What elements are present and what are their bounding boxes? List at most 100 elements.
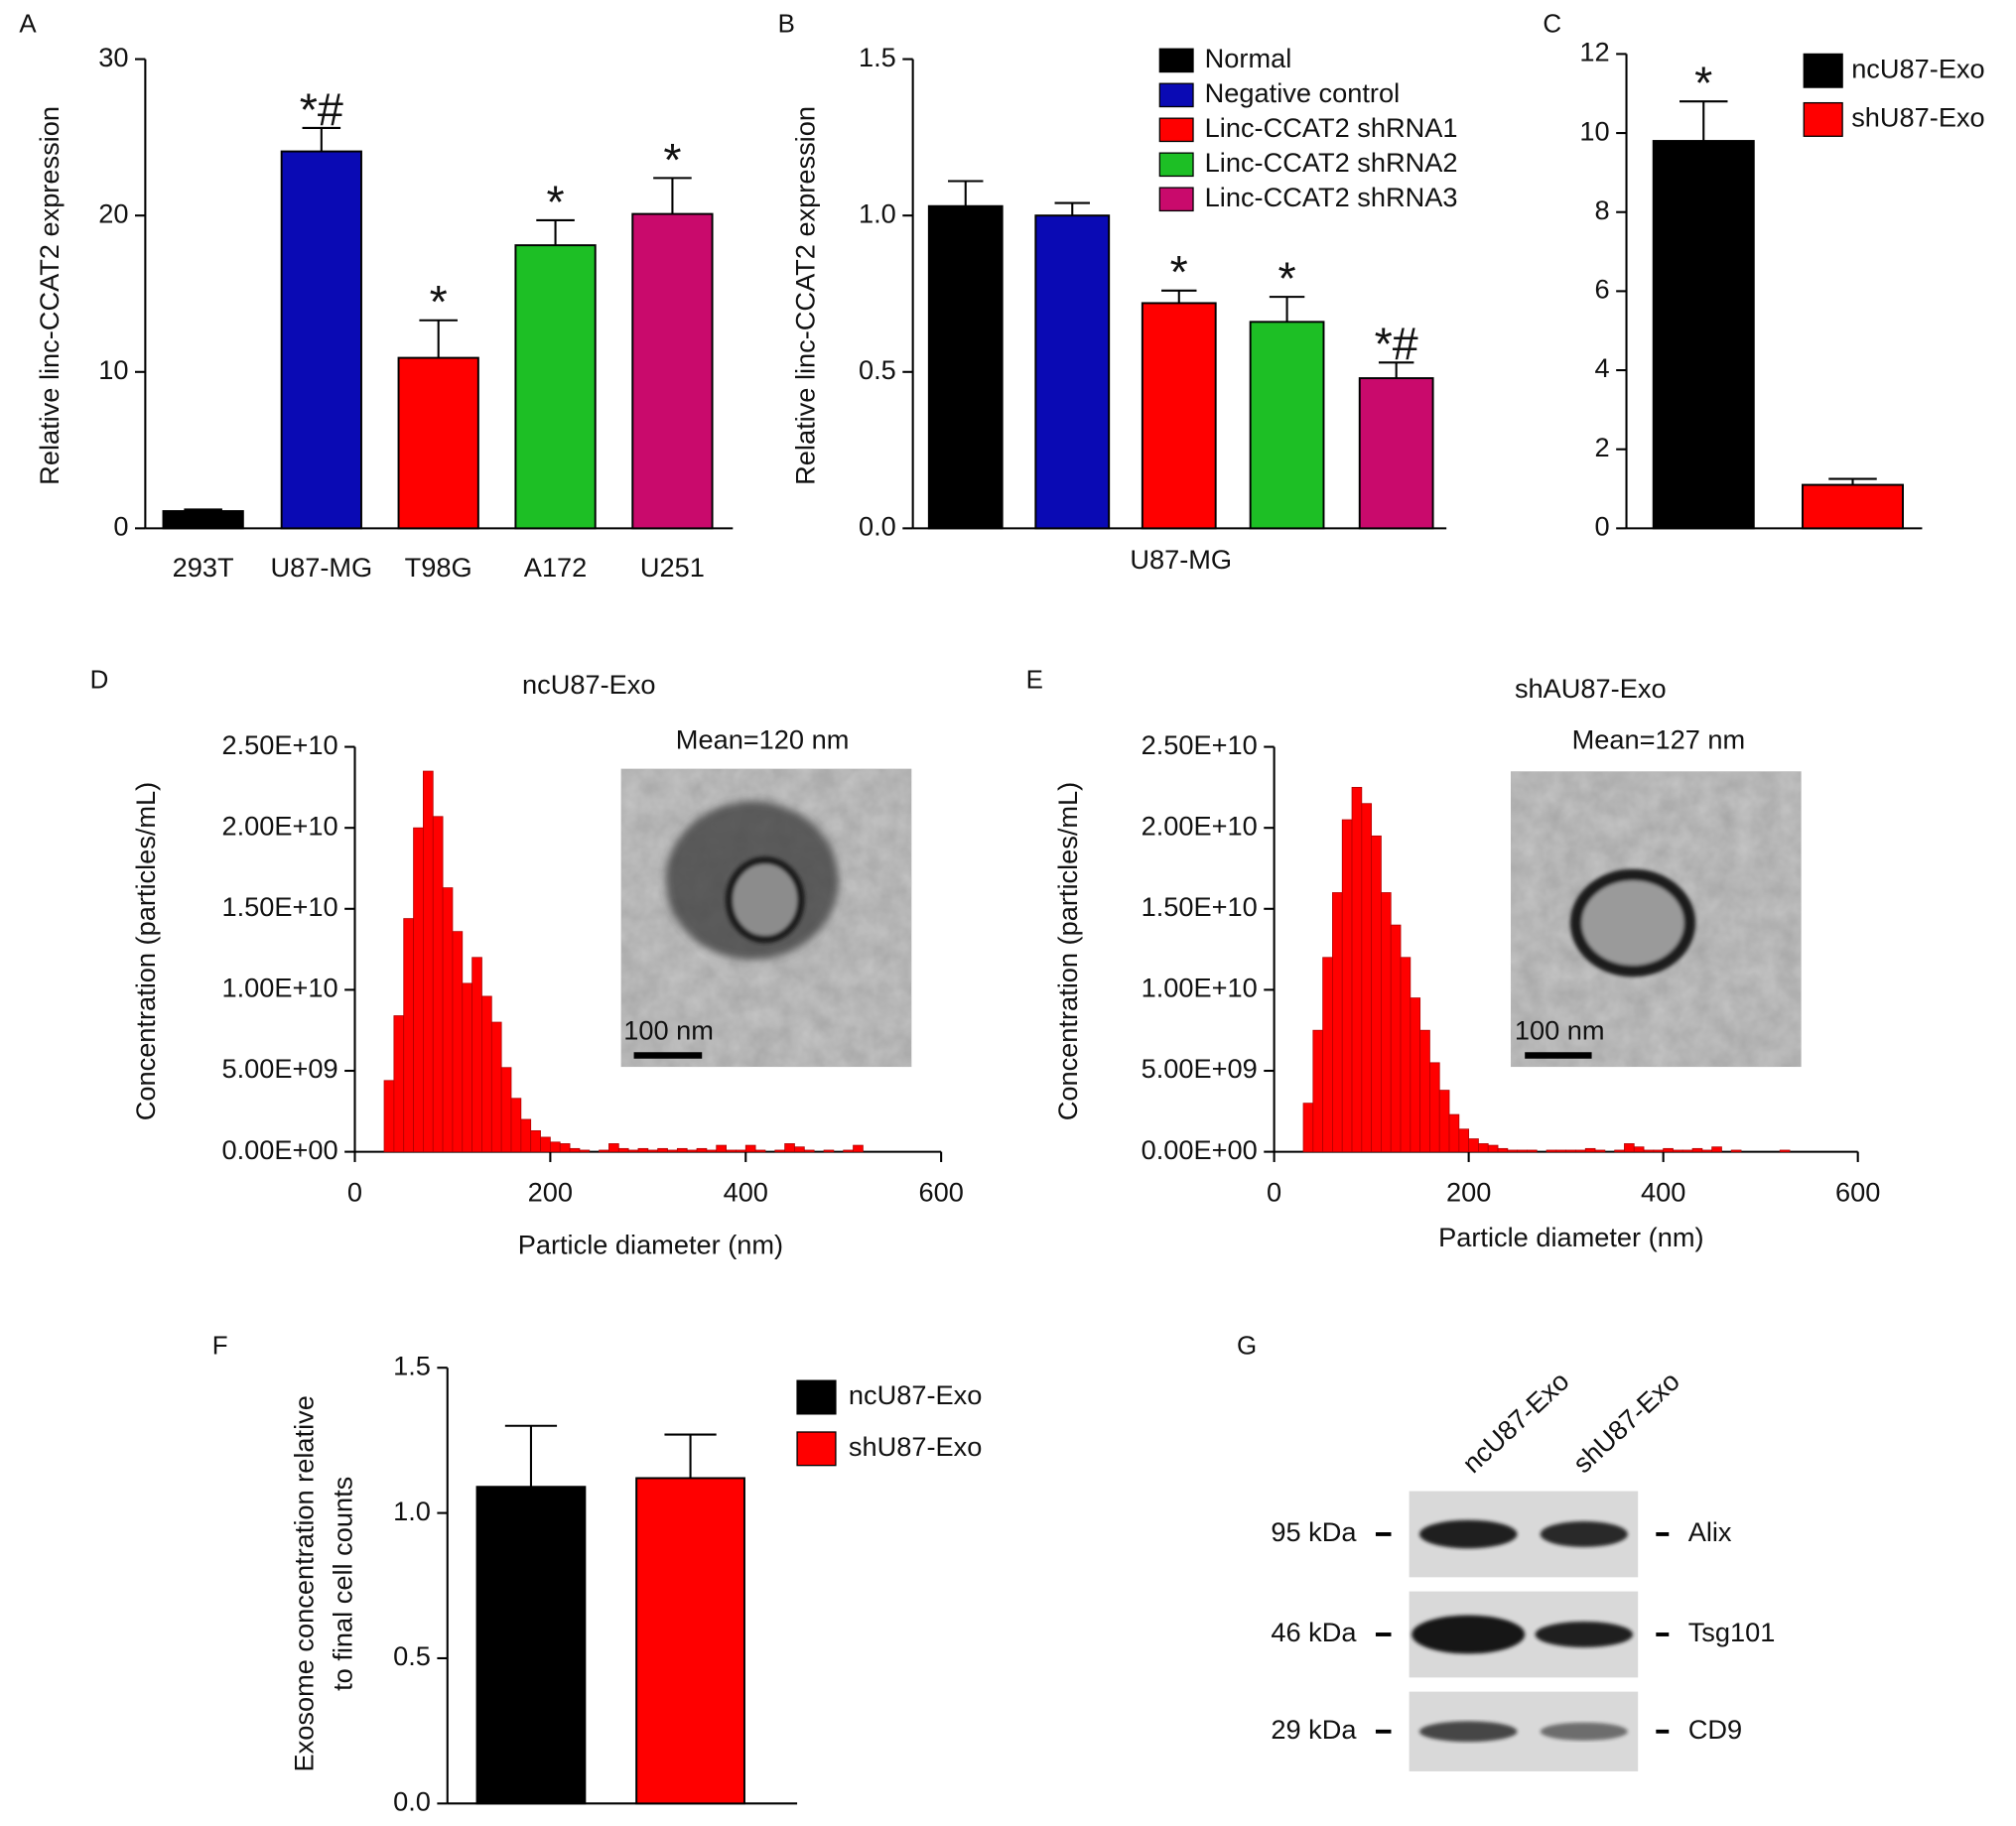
histogram-bar — [803, 1149, 815, 1152]
legend-label: Linc-CCAT2 shRNA1 — [1205, 112, 1458, 143]
histogram-bar — [1730, 1149, 1742, 1152]
y-tick-label: 0.00E+00 — [221, 1134, 337, 1165]
histogram-bar — [423, 770, 434, 1152]
x-tick-label: U87-MG — [270, 552, 372, 583]
y-tick-label: 2.00E+10 — [1142, 810, 1258, 841]
blot-band — [1418, 1721, 1518, 1743]
bar — [1802, 483, 1904, 530]
histogram-bar — [647, 1149, 659, 1152]
y-tick-label: 0 — [1595, 511, 1610, 542]
histogram-bar — [471, 957, 482, 1152]
histogram-bar — [1497, 1147, 1509, 1152]
y-tick-label: 5.00E+09 — [1142, 1053, 1258, 1084]
y-tick-label: 10 — [98, 354, 128, 385]
legend-swatch — [796, 1431, 837, 1467]
legend-label: Normal — [1205, 43, 1292, 73]
error-bar — [1054, 201, 1090, 216]
y-tick-label: 1.0 — [859, 197, 896, 228]
significance-label: * — [1694, 58, 1712, 109]
histogram-bar — [736, 1149, 746, 1152]
histogram-bar — [657, 1147, 668, 1152]
histogram-bar — [490, 1021, 502, 1152]
y-tick-label: 0.5 — [859, 354, 896, 385]
y-tick-label: 2 — [1595, 432, 1610, 462]
histogram-bar — [1681, 1149, 1693, 1152]
panel-letter: A — [19, 11, 37, 39]
error-bar — [419, 319, 458, 358]
bar — [631, 212, 714, 530]
y-tick-label: 1.5 — [393, 1350, 431, 1380]
panel-letter: G — [1237, 1332, 1257, 1360]
y-tick-label: 8 — [1595, 195, 1610, 225]
y-tick-label: 20 — [98, 197, 128, 228]
histogram-bar — [569, 1147, 581, 1152]
histogram-bar — [452, 931, 464, 1152]
histogram-bar — [1312, 1029, 1324, 1152]
histogram-bar — [1419, 1029, 1430, 1152]
vesicle — [725, 855, 805, 944]
x-tick-label: T98G — [405, 552, 472, 583]
y-tick-label: 1.50E+10 — [1142, 891, 1258, 922]
y-tick-label: 6 — [1595, 274, 1610, 305]
histogram-bar — [1584, 1147, 1596, 1152]
error-bar — [664, 1433, 717, 1479]
error-bar — [504, 1424, 558, 1488]
histogram-bar — [1371, 835, 1382, 1152]
histogram-bar — [1438, 1090, 1450, 1152]
histogram-bar — [667, 1149, 678, 1152]
legend-label: shU87-Exo — [1851, 102, 1984, 133]
x-tick-label: U87-MG — [1130, 544, 1232, 575]
y-tick-label: 0 — [113, 511, 128, 542]
y-tick-label: 1.0 — [393, 1496, 431, 1526]
histogram-bar — [1633, 1146, 1645, 1152]
y-tick-label: 2.50E+10 — [221, 729, 337, 760]
panel-letter: F — [212, 1332, 228, 1360]
y-tick-label: 1.5 — [859, 42, 896, 72]
legend-label: Linc-CCAT2 shRNA3 — [1205, 182, 1458, 212]
protein-label: Tsg101 — [1688, 1617, 1776, 1647]
histogram-bar — [1517, 1149, 1528, 1152]
histogram-bar — [843, 1149, 854, 1152]
x-tick-label: 200 — [1446, 1177, 1491, 1208]
y-axis-label: Exosome concentration relative — [288, 1395, 319, 1771]
y-axis-label: Concentration (particles/mL) — [130, 782, 161, 1121]
bar — [1034, 214, 1111, 530]
chart-title: shAU87-Exo — [1515, 673, 1667, 704]
bar — [397, 356, 479, 530]
chart-title: ncU87-Exo — [522, 669, 655, 700]
histogram-bar — [413, 827, 424, 1152]
legend-swatch — [1158, 48, 1194, 73]
histogram-bar — [599, 1149, 609, 1152]
error-bar — [1828, 477, 1877, 485]
histogram-bar — [1614, 1149, 1625, 1152]
panel-letter: D — [90, 666, 109, 694]
significance-label: * — [430, 276, 448, 327]
legend-swatch — [1803, 101, 1843, 137]
blot-band — [1540, 1521, 1628, 1547]
histogram-bar — [784, 1143, 795, 1152]
histogram-bar — [1429, 1062, 1440, 1152]
blot-band — [1535, 1622, 1634, 1647]
legend-label: ncU87-Exo — [849, 1379, 982, 1410]
marker-label: 46 kDa — [1271, 1617, 1357, 1647]
histogram-bar — [637, 1147, 649, 1152]
micrograph — [1510, 771, 1802, 1068]
y-tick-label: 0.0 — [859, 511, 896, 542]
histogram-bar — [540, 1136, 551, 1152]
histogram-bar — [823, 1149, 835, 1152]
x-tick-label: 400 — [1641, 1177, 1685, 1208]
y-tick-label: 0.0 — [393, 1786, 431, 1817]
histogram-bar — [696, 1147, 708, 1152]
histogram-bar — [1555, 1149, 1567, 1152]
y-axis-label: Relative linc-CCAT2 expression — [790, 106, 821, 485]
histogram-bar — [1322, 957, 1333, 1152]
histogram-bar — [706, 1149, 718, 1152]
histogram-bar — [481, 995, 492, 1152]
histogram-bar — [1779, 1149, 1791, 1152]
histogram-bar — [716, 1144, 727, 1152]
mean-label: Mean=127 nm — [1572, 724, 1746, 755]
protein-label: Alix — [1688, 1516, 1732, 1547]
y-tick-label: 2.00E+10 — [221, 810, 337, 841]
panel-letter: B — [778, 11, 795, 39]
error-bar — [653, 177, 692, 214]
